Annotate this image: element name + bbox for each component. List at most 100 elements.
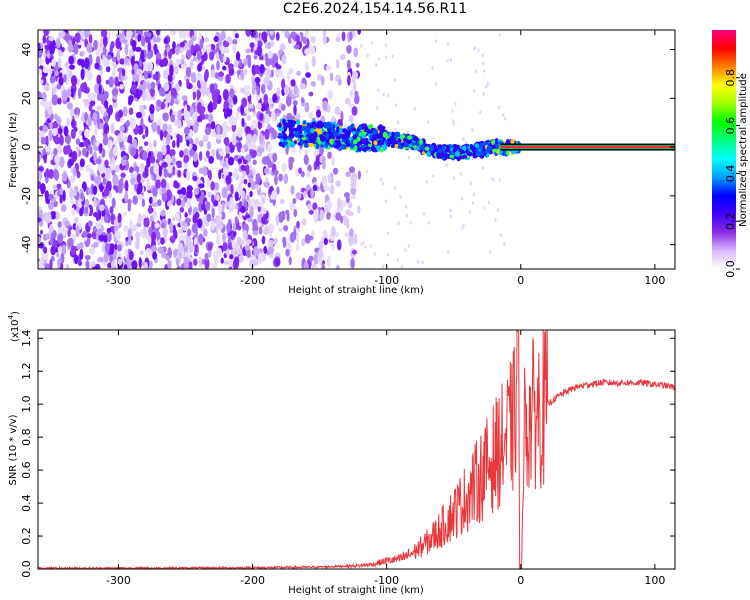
spectrogram-signal-cell (446, 153, 451, 159)
spectrogram-cell (111, 68, 116, 80)
spectrogram-cell (369, 244, 373, 249)
spectrogram-cell (150, 231, 157, 243)
spectrogram-cell (102, 136, 109, 146)
spectrogram-cell (193, 237, 198, 247)
spectrogram-cell (44, 190, 49, 200)
spectrogram-cell (171, 155, 176, 166)
spectrogram-cell (101, 148, 106, 158)
spectrogram-cell (232, 222, 237, 232)
spectrogram-cell (266, 30, 270, 36)
y-tick-label: -20 (20, 187, 33, 205)
spectrogram-cell (198, 167, 204, 175)
spectrogram-cell (350, 179, 357, 189)
spectrogram-cell (67, 158, 75, 166)
spectrogram-signal-cell (316, 125, 322, 129)
spectrogram-cell (211, 149, 216, 158)
spectrogram-cell (183, 148, 190, 158)
spectrogram-cell (127, 134, 133, 144)
spectrogram-signal-cell (495, 143, 499, 150)
spectrogram-cell (205, 87, 211, 97)
spectrogram-cell (148, 226, 153, 236)
spectrogram-cell (234, 191, 239, 202)
spectrogram-signal-cell (426, 150, 431, 157)
spectrogram-cell (131, 224, 138, 232)
spectrogram-cell (165, 255, 170, 262)
y-tick-label: 0.8 (20, 428, 33, 446)
spectrogram-signal-cell (407, 135, 413, 140)
spectrogram-cell (295, 35, 300, 43)
spectrogram-signal-cell (313, 135, 317, 141)
spectrogram-cell (189, 148, 195, 157)
spectrogram-cell (63, 74, 67, 83)
spectrogram-signal-cell (505, 149, 510, 156)
spectrogram-cell (239, 175, 244, 185)
spectrogram-signal-cell (278, 132, 283, 137)
spectrogram-cell (303, 261, 309, 269)
spectrogram-cell (232, 43, 237, 54)
spectrogram-cell (215, 43, 220, 49)
spectrogram-cell (109, 206, 114, 214)
spectrogram-signal-cell (391, 131, 395, 138)
spectrogram-cell (56, 83, 61, 90)
spectrogram-cell (301, 218, 307, 226)
spectrogram-cell (431, 66, 434, 71)
spectrogram-cell (294, 113, 301, 120)
spectrogram-cell (162, 113, 169, 122)
spectrogram-cell (230, 203, 235, 211)
spectrogram-cell (119, 83, 124, 90)
spectrogram-cell (347, 201, 353, 209)
spectrogram-cell (192, 175, 198, 182)
spectrogram-cell (341, 31, 346, 42)
spectrogram-cell (60, 252, 65, 265)
spectrogram-cell (174, 46, 180, 56)
spectrogram-signal-cell (349, 141, 355, 149)
spectrogram-cell (396, 120, 400, 125)
spectrogram-cell (312, 184, 318, 192)
spectrogram-cell (496, 208, 499, 212)
spectrogram-cell (205, 201, 211, 212)
spectrogram-cell (196, 89, 200, 101)
spectrogram-cell (203, 51, 208, 62)
spectrogram-cell (80, 82, 86, 93)
spectrogram-cell (293, 208, 298, 218)
spectrogram-cell (223, 41, 230, 48)
spectrogram-cell (290, 232, 296, 243)
spectrogram-cell (142, 80, 147, 91)
spectrogram-cell (353, 82, 357, 92)
spectrogram-cell (167, 171, 173, 178)
spectrogram-cell (64, 61, 70, 68)
spectrogram-cell (321, 263, 326, 269)
spectrogram-cell (157, 151, 163, 162)
spectrogram-cell (136, 173, 141, 184)
spectrogram-cell (174, 66, 179, 75)
spectrogram-cell (422, 211, 426, 216)
spectrogram-cell (326, 212, 331, 220)
spectrogram-cell (449, 58, 453, 62)
spectrogram-cell (158, 87, 165, 97)
spectrogram-cell (258, 113, 264, 122)
spectrogram-signal-cell (418, 139, 423, 145)
spectrogram-cell (246, 114, 252, 121)
spectrogram-cell (243, 178, 248, 185)
spectrogram-cell (317, 248, 324, 260)
spectrogram-cell (98, 228, 102, 236)
spectrogram-cell (57, 245, 63, 254)
spectrogram-cell (391, 54, 394, 59)
spectrogram-cell (413, 106, 416, 111)
spectrogram-cell (141, 198, 146, 208)
spectrogram-cell (345, 171, 351, 177)
spectrogram-cell (503, 117, 507, 121)
spectrogram-cell (128, 250, 134, 261)
spectrogram-cell (142, 124, 146, 130)
spectrogram-cell (325, 200, 332, 210)
spectrogram-cell (153, 43, 158, 53)
spectrogram-cell (137, 34, 142, 42)
spectrogram-cell (416, 259, 420, 264)
spectrogram-cell (319, 209, 325, 221)
spectrogram-cell (393, 78, 397, 82)
spectrogram-cell (247, 182, 252, 188)
snr-series-line (38, 330, 675, 569)
spectrogram-cell (186, 189, 193, 200)
spectrogram-cell (155, 231, 161, 240)
spectrogram-cell (276, 87, 281, 97)
